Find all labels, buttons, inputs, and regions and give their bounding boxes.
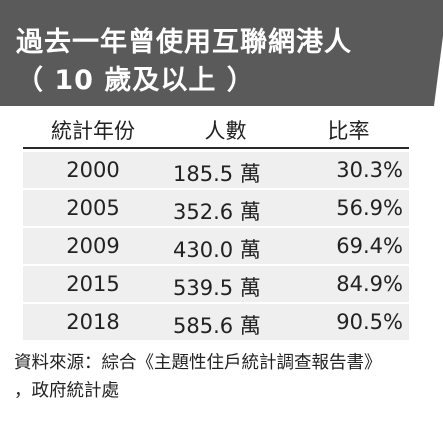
cell-year: 2018: [66, 310, 120, 334]
cell-people: 430.0 萬: [173, 238, 261, 262]
cell-people: 352.6 萬: [173, 200, 261, 224]
table-row: 2015 539.5 萬 84.9%: [23, 266, 409, 302]
cell-people: 185.5 萬: [173, 162, 261, 186]
header-ratio: 比率: [327, 119, 370, 143]
cell-ratio: 30.3%: [336, 158, 403, 182]
table-row: 2005 352.6 萬 56.9%: [23, 190, 409, 226]
cell-year: 2009: [66, 234, 120, 258]
cell-year: 2000: [66, 158, 120, 182]
table-row: 2018 585.6 萬 90.5%: [23, 304, 409, 340]
header-people: 人數: [204, 119, 247, 143]
header-year: 統計年份: [51, 119, 135, 143]
cell-people: 539.5 萬: [173, 276, 261, 300]
source-note-continued: ，政府統計處: [14, 381, 119, 401]
cell-ratio: 69.4%: [336, 234, 403, 258]
title-banner: 過去一年曾使用互聯網港人 （ 10 歲及以上 ）: [0, 0, 443, 106]
page-title: 過去一年曾使用互聯網港人: [16, 27, 352, 58]
cell-ratio: 56.9%: [336, 196, 403, 220]
page-subtitle: （ 10 歲及以上 ）: [16, 65, 255, 96]
table-row: 2000 185.5 萬 30.3%: [23, 152, 409, 188]
banner-shape: [0, 0, 443, 106]
cell-ratio: 84.9%: [336, 272, 403, 296]
table-row: 2009 430.0 萬 69.4%: [23, 228, 409, 264]
cell-year: 2005: [66, 196, 120, 220]
table-header: 統計年份 人數 比率: [23, 110, 409, 149]
cell-year: 2015: [66, 272, 120, 296]
source-note: 資料來源：綜合《主題性住戶統計調查報告書》: [14, 353, 382, 373]
data-table: 統計年份 人數 比率 2000 185.5 萬 30.3% 2005 352.6…: [23, 110, 409, 340]
cell-people: 585.6 萬: [173, 314, 261, 338]
cell-ratio: 90.5%: [336, 310, 403, 334]
